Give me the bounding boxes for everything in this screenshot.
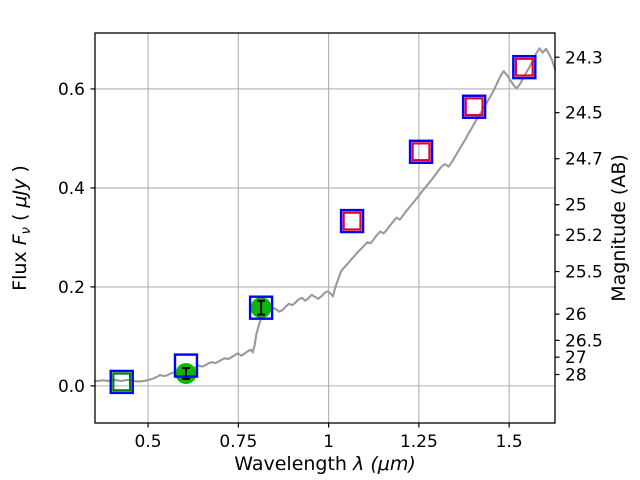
- photometry-point-7[interactable]: [512, 54, 537, 80]
- photometry-point-3[interactable]: [248, 295, 274, 320]
- inner-square-marker: [464, 97, 484, 117]
- y-tick-label: 0.2: [58, 278, 85, 298]
- photometry-point-1[interactable]: [109, 369, 134, 395]
- y2-tick-label: 26.5: [565, 331, 603, 351]
- y-axis-label: Flux Fν ( μJy ): [9, 165, 34, 291]
- y2-tick-label: 27: [565, 348, 587, 368]
- y2-tick-label: 26: [565, 305, 587, 325]
- inner-square-marker: [112, 372, 132, 392]
- outer-square-marker: [512, 54, 537, 80]
- y2-tick-label: 25.2: [565, 226, 603, 246]
- y-axis-ticks: 0.0 0.2 0.4 0.6: [58, 80, 95, 397]
- axes-frame: [94, 32, 556, 424]
- inner-square-marker: [411, 142, 431, 162]
- photometry-point-4[interactable]: [339, 208, 365, 234]
- x-tick-label: 1: [323, 432, 334, 452]
- y2-axis-label: Magnitude (AB): [608, 154, 630, 302]
- outer-square-marker: [248, 295, 274, 320]
- y2-tick-label: 28: [565, 365, 587, 385]
- y2-tick-label: 25: [565, 196, 587, 216]
- y-axis-label-group: Flux Fν ( μJy ): [9, 165, 34, 291]
- x-tick-label: 1.5: [496, 432, 523, 452]
- outer-square-marker: [461, 94, 487, 119]
- photometry-point-2[interactable]: [173, 353, 199, 385]
- outer-square-marker: [339, 208, 365, 234]
- inner-square-marker: [342, 211, 362, 231]
- y2-tick-label: 24.3: [565, 48, 603, 68]
- inner-square-marker: [514, 57, 534, 77]
- x-tick-label: 0.5: [135, 432, 162, 452]
- photometry-point-5[interactable]: [408, 139, 434, 164]
- outer-square-marker: [173, 353, 199, 378]
- x-tick-label: 1.25: [400, 432, 438, 452]
- y-tick-label: 0.6: [58, 80, 85, 100]
- y2-tick-label: 24.5: [565, 104, 603, 124]
- x-tick-label: 0.75: [219, 432, 257, 452]
- y2-tick-label: 25.5: [565, 263, 603, 283]
- gridlines: [95, 33, 555, 423]
- y-tick-label: 0.4: [58, 179, 85, 199]
- outer-square-marker: [408, 139, 434, 164]
- y-tick-label: 0.0: [58, 377, 85, 397]
- photometry-point-6[interactable]: [461, 94, 487, 119]
- y2-tick-label: 24.7: [565, 150, 603, 170]
- photometry-points: [109, 54, 537, 395]
- x-axis-ticks: 0.5 0.75 1 1.25 1.5: [135, 423, 523, 452]
- outer-square-marker: [109, 369, 134, 395]
- x-axis-label: Wavelength λ (μm): [234, 453, 415, 475]
